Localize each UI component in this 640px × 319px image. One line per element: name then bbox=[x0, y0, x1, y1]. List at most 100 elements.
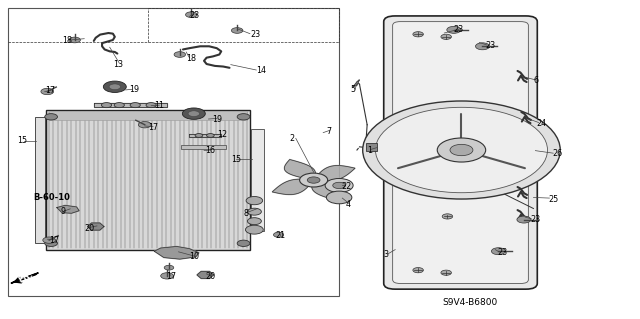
Circle shape bbox=[207, 134, 214, 137]
Circle shape bbox=[247, 218, 261, 225]
Text: 16: 16 bbox=[205, 146, 215, 155]
Text: 18: 18 bbox=[62, 36, 72, 45]
Text: 18: 18 bbox=[186, 54, 196, 63]
Circle shape bbox=[161, 273, 173, 279]
Circle shape bbox=[237, 240, 250, 247]
Circle shape bbox=[232, 28, 243, 33]
Text: 15: 15 bbox=[17, 136, 27, 145]
Circle shape bbox=[237, 114, 250, 120]
Text: B-60-10: B-60-10 bbox=[33, 193, 70, 202]
Text: 24: 24 bbox=[537, 119, 547, 128]
Text: 1: 1 bbox=[367, 145, 372, 154]
Text: 23: 23 bbox=[531, 215, 540, 224]
Circle shape bbox=[103, 81, 126, 93]
Circle shape bbox=[450, 144, 473, 156]
Text: 7: 7 bbox=[326, 127, 332, 136]
Circle shape bbox=[363, 101, 560, 199]
Text: 9: 9 bbox=[60, 207, 65, 216]
Circle shape bbox=[325, 178, 353, 192]
Polygon shape bbox=[272, 179, 314, 195]
Bar bbox=[8, 8, 339, 296]
Circle shape bbox=[447, 26, 461, 33]
Text: 23: 23 bbox=[486, 41, 496, 50]
Circle shape bbox=[413, 268, 424, 273]
Circle shape bbox=[476, 43, 490, 50]
Circle shape bbox=[43, 237, 56, 243]
Text: 23: 23 bbox=[250, 30, 260, 39]
Circle shape bbox=[333, 182, 346, 189]
Text: 17: 17 bbox=[166, 272, 176, 281]
Bar bbox=[49, 111, 246, 120]
Circle shape bbox=[130, 103, 140, 108]
Circle shape bbox=[437, 138, 486, 162]
Circle shape bbox=[492, 248, 506, 255]
Text: 5: 5 bbox=[351, 85, 356, 94]
Text: 6: 6 bbox=[534, 76, 538, 85]
Text: 3: 3 bbox=[384, 250, 388, 259]
Circle shape bbox=[247, 208, 261, 215]
Bar bbox=[46, 110, 250, 250]
Circle shape bbox=[69, 37, 81, 43]
Circle shape bbox=[246, 197, 262, 205]
Circle shape bbox=[413, 32, 424, 37]
Text: 20: 20 bbox=[84, 224, 94, 233]
Circle shape bbox=[195, 134, 203, 137]
Circle shape bbox=[326, 191, 352, 204]
Polygon shape bbox=[88, 223, 104, 230]
Text: S9V4-B6800: S9V4-B6800 bbox=[442, 298, 497, 307]
Circle shape bbox=[517, 216, 531, 223]
Text: 8: 8 bbox=[244, 209, 248, 218]
Circle shape bbox=[109, 84, 120, 90]
Bar bbox=[366, 143, 378, 151]
Text: 23: 23 bbox=[189, 11, 200, 20]
Circle shape bbox=[188, 111, 200, 116]
Circle shape bbox=[300, 173, 328, 187]
Polygon shape bbox=[197, 271, 214, 278]
Circle shape bbox=[138, 122, 151, 128]
Text: 14: 14 bbox=[256, 66, 266, 76]
Text: 11: 11 bbox=[154, 101, 164, 110]
Text: 17: 17 bbox=[45, 86, 55, 95]
Circle shape bbox=[442, 214, 452, 219]
Text: 17: 17 bbox=[49, 236, 60, 245]
Text: 17: 17 bbox=[148, 123, 158, 132]
Circle shape bbox=[174, 52, 186, 57]
Circle shape bbox=[45, 240, 58, 247]
Circle shape bbox=[182, 108, 205, 119]
Circle shape bbox=[41, 88, 54, 95]
Text: 12: 12 bbox=[217, 130, 227, 139]
Text: 10: 10 bbox=[189, 252, 200, 261]
Text: 20: 20 bbox=[205, 272, 216, 281]
Circle shape bbox=[101, 103, 111, 108]
FancyBboxPatch shape bbox=[393, 22, 529, 284]
Text: 2: 2 bbox=[289, 134, 294, 144]
Circle shape bbox=[307, 177, 320, 183]
Text: 21: 21 bbox=[275, 231, 285, 240]
Text: 15: 15 bbox=[231, 155, 241, 164]
FancyBboxPatch shape bbox=[384, 16, 538, 289]
Polygon shape bbox=[11, 273, 38, 284]
Polygon shape bbox=[284, 160, 316, 180]
Text: 22: 22 bbox=[342, 182, 352, 191]
Polygon shape bbox=[312, 180, 343, 201]
Text: 23: 23 bbox=[454, 25, 464, 34]
Bar bbox=[181, 145, 226, 149]
Text: 19: 19 bbox=[129, 85, 139, 94]
Circle shape bbox=[114, 103, 124, 108]
Circle shape bbox=[146, 103, 156, 108]
Polygon shape bbox=[154, 247, 199, 259]
Circle shape bbox=[273, 232, 284, 237]
Circle shape bbox=[164, 265, 173, 270]
Text: 13: 13 bbox=[113, 60, 123, 69]
Polygon shape bbox=[189, 134, 221, 137]
Circle shape bbox=[441, 270, 451, 275]
Polygon shape bbox=[314, 166, 355, 181]
Text: 19: 19 bbox=[212, 115, 222, 123]
Circle shape bbox=[186, 12, 197, 18]
Circle shape bbox=[45, 114, 58, 120]
Bar bbox=[251, 130, 264, 231]
Circle shape bbox=[246, 225, 263, 234]
Circle shape bbox=[376, 107, 547, 193]
Text: 25: 25 bbox=[548, 195, 558, 204]
Text: FR.: FR. bbox=[17, 269, 35, 285]
